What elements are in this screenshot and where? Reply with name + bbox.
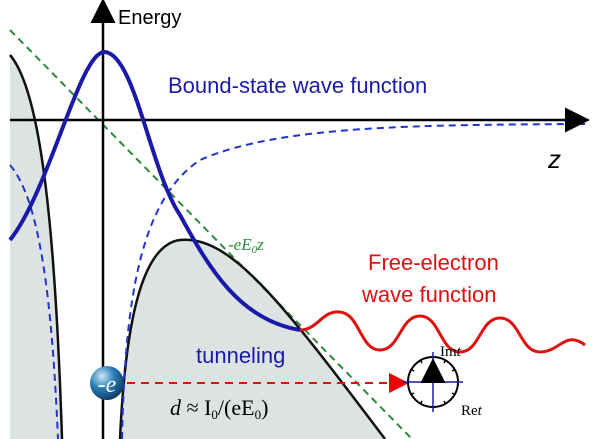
text-part: 0 <box>255 407 262 422</box>
bound-label: Bound-state wave function <box>168 73 427 98</box>
electron-label: -e <box>98 372 117 398</box>
right-shade <box>120 239 385 439</box>
text-part: 0 <box>439 375 442 381</box>
text-part: -eE <box>228 235 252 254</box>
t0-label: t0 <box>436 369 442 381</box>
left-shade <box>10 55 62 439</box>
y-axis-label: Energy <box>118 7 181 29</box>
text-part: /(eE <box>218 395 255 420</box>
tunneling-label: tunneling <box>196 343 285 368</box>
text-part: Re <box>461 403 478 419</box>
text-part: t <box>478 403 483 419</box>
clock <box>403 352 463 412</box>
text-part: ≈ I <box>181 395 211 420</box>
bound-wave <box>8 49 301 332</box>
potential-right <box>118 238 386 439</box>
coulomb-right <box>121 123 586 439</box>
text-part: Im <box>440 344 457 360</box>
x-axis-label: z <box>547 144 561 174</box>
free-label: wave function <box>361 282 497 307</box>
text-part: ) <box>261 395 268 420</box>
distance-formula: d ≈ I0/(eE0) <box>170 395 268 422</box>
real-label: Ret <box>461 403 483 419</box>
text-part: z <box>256 235 264 254</box>
text-part: 0 <box>252 244 258 256</box>
text-part: 0 <box>211 407 218 422</box>
text-part: t <box>436 369 439 379</box>
field-label: -eE0z <box>228 235 264 256</box>
free-wave <box>299 310 586 354</box>
coulomb-left <box>9 164 59 439</box>
free-label: Free-electron <box>368 250 499 275</box>
imaginary-label: Imt <box>440 344 462 360</box>
text-part: d <box>170 395 182 420</box>
text-part: t <box>457 344 462 360</box>
electron <box>90 366 124 400</box>
